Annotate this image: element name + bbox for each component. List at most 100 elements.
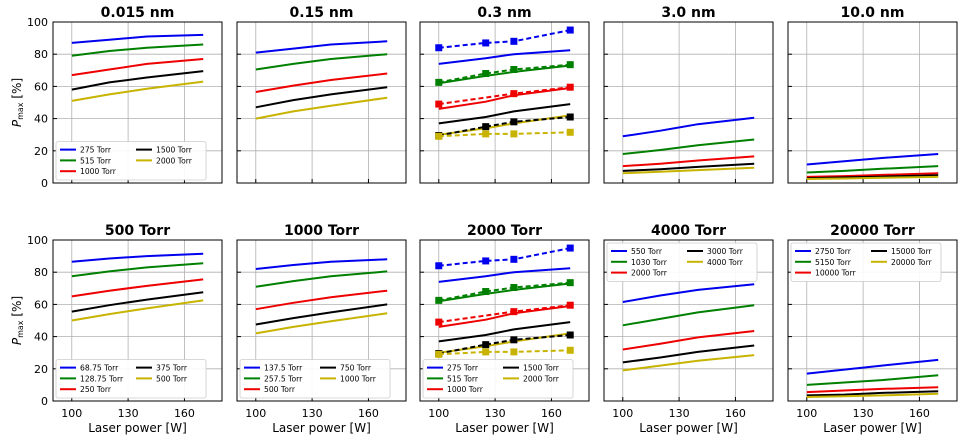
series-line <box>438 305 571 328</box>
series-line <box>622 162 755 172</box>
series-line <box>622 344 755 364</box>
data-point-square <box>510 90 518 98</box>
x-axis-label: Laser power [W] <box>272 421 371 435</box>
x-axis-label: Laser power [W] <box>88 421 187 435</box>
chart-panel: 10.0 nm <box>787 5 958 184</box>
legend-label: 1500 Torr <box>523 364 560 373</box>
y-label-unit: [%] <box>10 78 24 103</box>
legend-label: 10000 Torr <box>815 269 857 278</box>
data-point-square <box>566 83 574 91</box>
legend-box <box>55 141 207 181</box>
series-line <box>622 304 755 327</box>
dashed-series-line <box>438 334 571 355</box>
chart-title: 1000 Torr <box>284 223 359 239</box>
dashed-series-line <box>438 304 571 324</box>
data-point-square <box>435 100 443 108</box>
y-tick-label: 60 <box>34 298 48 311</box>
data-point-square <box>566 113 574 121</box>
series-line <box>438 49 571 65</box>
data-point-square <box>435 318 443 326</box>
data-point-square <box>566 279 574 287</box>
y-tick-label: 40 <box>34 331 48 344</box>
data-point-square <box>482 348 490 356</box>
legend-label: 750 Torr <box>340 364 372 373</box>
dashed-series-line <box>438 247 571 267</box>
chart-title: 2000 Torr <box>467 223 542 239</box>
data-point-square <box>482 123 490 131</box>
dashed-series-line <box>438 281 571 302</box>
legend-label: 137.5 Torr <box>264 364 303 373</box>
plot-frame <box>603 239 774 402</box>
x-tick-label: 100 <box>245 407 266 420</box>
chart-title: 4000 Torr <box>651 223 726 239</box>
y-axis-label: Pmax [%] <box>10 296 25 345</box>
y-label-unit: [%] <box>10 296 24 321</box>
y-tick-label: 40 <box>34 113 48 126</box>
series-line <box>806 165 939 174</box>
data-point-square <box>510 255 518 263</box>
series-line <box>71 70 204 91</box>
legend-box <box>606 242 758 282</box>
series-line <box>622 155 755 168</box>
x-axis-label: Laser power [W] <box>639 421 738 435</box>
series-line <box>622 166 755 175</box>
data-point-square <box>510 308 518 316</box>
series-line <box>255 258 388 270</box>
series-line <box>438 103 571 125</box>
series-line <box>71 278 204 298</box>
chart-title: 3.0 nm <box>661 5 715 21</box>
series-line <box>71 291 204 313</box>
series-line <box>255 312 388 335</box>
x-axis-label: Laser power [W] <box>823 421 922 435</box>
plot-frame <box>236 239 407 402</box>
legend-box <box>422 359 574 399</box>
legend-label: 275 Torr <box>447 364 479 373</box>
legend-label: 128.75 Torr <box>80 374 124 383</box>
data-point-square <box>482 341 490 349</box>
series-line <box>622 283 755 303</box>
data-point-square <box>510 37 518 45</box>
legend-label: 15000 Torr <box>891 247 933 256</box>
dashed-series-line <box>438 63 571 84</box>
y-tick-label: 0 <box>41 395 48 408</box>
x-tick-label: 130 <box>302 407 323 420</box>
legend-label: 1500 Torr <box>156 146 193 155</box>
legend-box <box>790 242 942 282</box>
data-point-square <box>566 331 574 339</box>
series-line <box>438 87 571 110</box>
plot-frame <box>236 21 407 184</box>
chart-panel: 0.15 nm <box>236 5 407 184</box>
chart-title: 20000 Torr <box>830 223 915 239</box>
chart-panel: 0.015 nm 0 20 40 60 80 100 Pmax [%] 275 Torr515 … <box>10 5 223 190</box>
legend-label: 1030 Torr <box>631 258 668 267</box>
series-line <box>622 116 755 138</box>
data-point-square <box>510 65 518 73</box>
y-label-subscript: max <box>16 102 25 120</box>
data-point-square <box>510 118 518 126</box>
data-point-square <box>435 350 443 358</box>
series-line <box>71 58 204 77</box>
chart-panel: 500 Torr 0 20 40 60 80 100 Pmax [%] 100 130 160Las… <box>10 223 223 435</box>
series-line <box>622 138 755 155</box>
legend-label: 1000 Torr <box>80 167 117 176</box>
data-point-square <box>566 346 574 354</box>
x-tick-label: 160 <box>909 407 930 420</box>
legend-label: 5150 Torr <box>815 258 852 267</box>
series-line <box>438 321 571 343</box>
legend-label: 515 Torr <box>447 374 479 383</box>
x-tick-label: 130 <box>853 407 874 420</box>
series-line <box>622 354 755 372</box>
legend-label: 4000 Torr <box>707 258 744 267</box>
chart-panel: 3.0 nm <box>603 5 774 184</box>
dashed-series-line <box>438 29 571 49</box>
plot-frame <box>787 239 958 402</box>
y-tick-label: 100 <box>27 16 48 29</box>
data-point-square <box>510 130 518 138</box>
series-line <box>255 86 388 109</box>
x-tick-label: 100 <box>612 407 633 420</box>
data-point-square <box>435 44 443 52</box>
legend-label: 2000 Torr <box>631 269 668 278</box>
legend-label: 1000 Torr <box>447 385 484 394</box>
